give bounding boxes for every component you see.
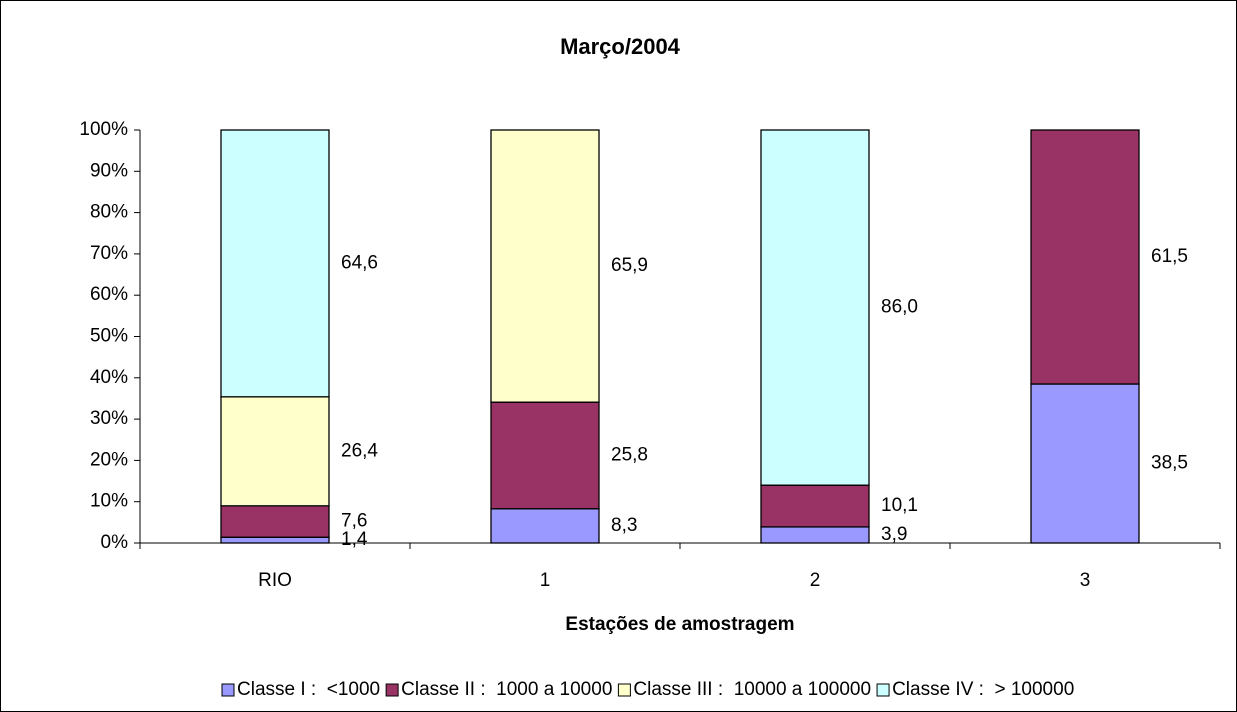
x-tick-label: RIO [258, 570, 292, 591]
y-tick-label: 10% [90, 491, 128, 512]
x-tick-label: 1 [540, 570, 551, 591]
y-tick-label: 20% [90, 449, 128, 470]
y-tick-label: 0% [101, 532, 129, 553]
value-label: 86,0 [881, 297, 918, 318]
x-tick-label: 3 [1080, 570, 1091, 591]
legend-swatch [221, 683, 235, 697]
y-tick-label: 90% [90, 160, 128, 181]
bar-segment [490, 129, 600, 403]
legend-swatch [876, 683, 890, 697]
bar-segment [760, 129, 870, 486]
legend-label: Classe IV : > 100000 [892, 679, 1074, 700]
bar-segment [490, 508, 600, 544]
legend-swatch [617, 683, 631, 697]
y-tick-label: 40% [90, 367, 128, 388]
legend-swatch [385, 683, 399, 697]
y-tick-label: 50% [90, 326, 128, 347]
legend-label: Classe I : <1000 [237, 679, 380, 700]
y-tick-label: 60% [90, 284, 128, 305]
value-label: 10,1 [881, 495, 918, 516]
value-label: 25,8 [611, 444, 648, 465]
chart-title: Março/2004 [560, 34, 681, 59]
bar-segment [220, 536, 330, 544]
bar-segment [220, 129, 330, 398]
y-tick-label: 70% [90, 243, 128, 264]
value-label: 61,5 [1151, 246, 1188, 267]
y-tick-label: 80% [90, 202, 128, 223]
x-tick-label: 2 [810, 570, 821, 591]
bar-segment [1030, 129, 1140, 385]
legend-label: Classe III : 10000 a 100000 [633, 679, 871, 700]
legend-label: Classe II : 1000 a 10000 [401, 679, 612, 700]
bar-segment [220, 505, 330, 538]
value-label: 26,4 [341, 440, 378, 461]
value-label: 65,9 [611, 255, 648, 276]
value-label: 1,4 [341, 529, 368, 550]
bar-segment [760, 526, 870, 544]
value-label: 38,5 [1151, 453, 1188, 474]
value-label: 64,6 [341, 252, 378, 273]
bar-segment [490, 401, 600, 510]
y-tick-label: 30% [90, 408, 128, 429]
value-label: 7,6 [341, 511, 367, 532]
value-label: 8,3 [611, 515, 637, 536]
x-axis-title: Estações de amostragem [565, 614, 794, 635]
bar-segment [220, 396, 330, 507]
value-label: 3,9 [881, 524, 907, 545]
bar-segment [1030, 383, 1140, 544]
y-tick-label: 100% [79, 119, 128, 140]
bar-segment [760, 484, 870, 528]
